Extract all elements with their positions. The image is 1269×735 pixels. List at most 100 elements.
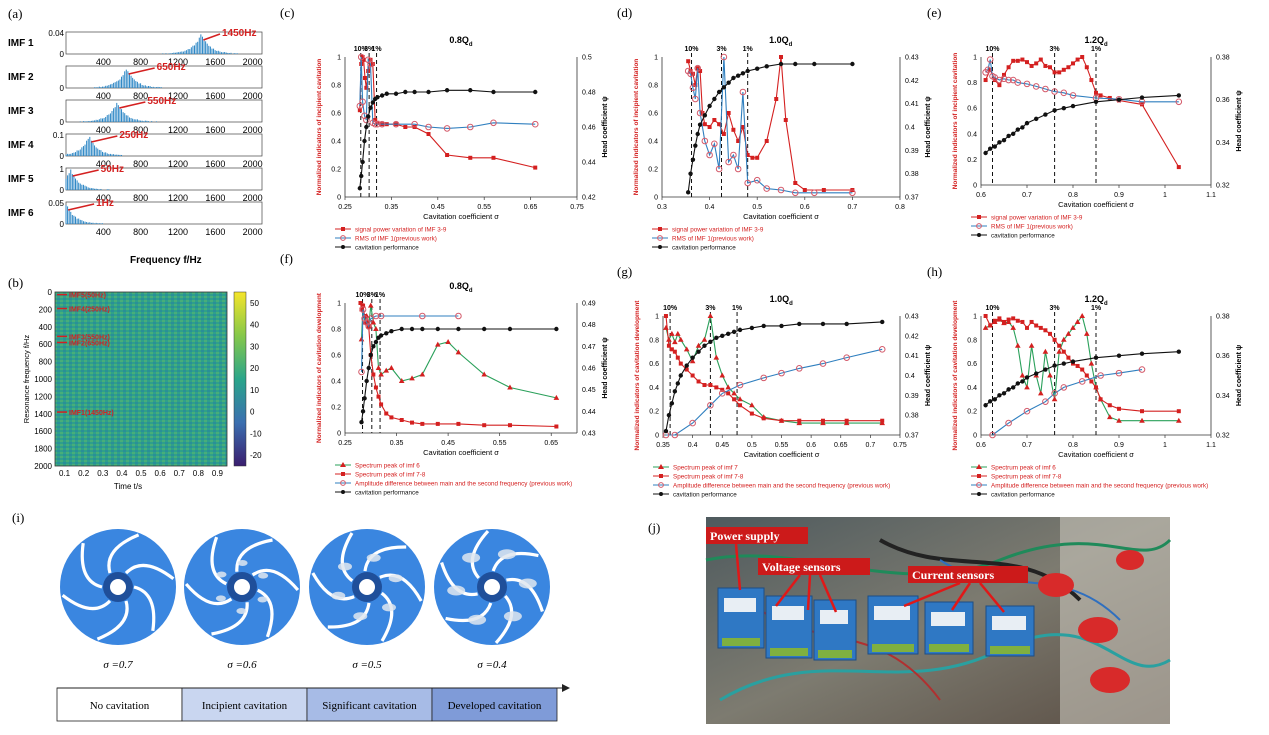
clamp-icon — [1038, 573, 1074, 597]
data-point — [1015, 318, 1020, 323]
data-point — [1000, 75, 1008, 83]
photo-arrow — [818, 574, 838, 613]
chart-xtick-label: 0.8 — [1068, 192, 1078, 199]
chart-xtick-label: 0.8 — [895, 204, 905, 211]
data-point — [820, 418, 825, 423]
chart-y2tick-label: 0.39 — [905, 148, 919, 155]
data-point — [1093, 355, 1099, 360]
chart-xtick-label: 0.6 — [976, 192, 986, 199]
chart-y2tick-label: 0.37 — [905, 433, 919, 440]
data-point — [764, 64, 769, 69]
sensor-sticker — [820, 610, 848, 624]
chart-ytick-label: 0.6 — [967, 361, 977, 368]
chart-ylabel: Normalized indicators of incipient cavit… — [316, 59, 323, 196]
chart-d: (d) 1.0Qd 0.3 0.4 0.5 0.6 0.7 0.8 0 0.2 0.4 0.6 0.8 1… — [617, 5, 932, 252]
chart-ytick-label: 0.4 — [649, 385, 659, 392]
cavity-region — [503, 611, 522, 622]
data-point — [371, 120, 379, 128]
data-point — [481, 371, 487, 377]
data-point — [373, 326, 379, 331]
imf-plot-frame — [65, 133, 263, 157]
chart-xtick-label: 0.6 — [800, 204, 810, 211]
heatmap-ytick-label: 200 — [39, 305, 53, 314]
data-point — [1020, 379, 1025, 384]
data-point — [1015, 127, 1020, 132]
data-point — [726, 80, 731, 85]
imf-xtick-label: 800 — [133, 159, 148, 169]
legend-label: Spectrum peak of imf 6 — [355, 463, 420, 470]
chart-xtick-label: 0.45 — [715, 442, 729, 449]
data-point — [1024, 375, 1030, 380]
chart-ytick-label: 1 — [655, 314, 659, 321]
chart-ytick-label: 0 — [973, 183, 977, 190]
data-point — [1074, 318, 1081, 324]
data-point — [365, 323, 373, 330]
threshold-label: 1% — [1091, 305, 1102, 312]
data-point — [721, 132, 726, 136]
chart-title: 1.0Qd — [769, 35, 793, 48]
sigma-label: σ =0.4 — [477, 659, 507, 671]
chart-y2tick-label: 0.38 — [1216, 314, 1230, 321]
imf-xtick-label: 400 — [96, 57, 111, 67]
data-point — [411, 120, 418, 128]
data-point — [1138, 366, 1146, 373]
data-point — [435, 341, 441, 347]
chart-xtick-label: 0.25 — [338, 204, 352, 211]
chart-xtick-label: 1 — [1163, 442, 1167, 449]
data-point — [1175, 98, 1183, 106]
data-point — [378, 371, 384, 377]
data-point — [361, 315, 368, 322]
data-point — [791, 189, 799, 197]
series-line — [665, 315, 883, 422]
data-point — [1075, 57, 1080, 62]
chart-xtick-label: 0.65 — [544, 440, 558, 447]
legend-label: cavitation performance — [673, 492, 737, 499]
data-point — [1070, 359, 1076, 364]
terminal-block — [990, 646, 1030, 654]
data-point — [1052, 337, 1057, 342]
impeller-blade — [184, 582, 233, 606]
chart-y2label: Head coefficient ψ — [1236, 90, 1243, 151]
impeller-bore — [359, 579, 375, 595]
data-point — [997, 316, 1002, 321]
heatmap-annotation-label: IMF5(50Hz) — [69, 293, 106, 300]
data-point — [677, 336, 684, 342]
data-point — [1005, 76, 1012, 84]
panel-label-j: (j) — [648, 520, 660, 535]
data-point — [988, 399, 993, 404]
data-point — [1011, 385, 1016, 390]
data-point — [359, 173, 364, 179]
data-point — [1029, 63, 1034, 68]
cavity-region — [258, 572, 269, 579]
data-point — [359, 306, 367, 313]
chart-y2tick-label: 0.38 — [1216, 55, 1230, 62]
legend-label: RMS of IMF 1(previous work) — [672, 236, 754, 243]
chart-y2tick-label: 0.37 — [905, 195, 919, 202]
imf-xtick-label: 400 — [96, 193, 111, 203]
imf-peak-arrow — [119, 101, 146, 109]
data-point — [378, 120, 386, 128]
data-point — [367, 302, 374, 308]
data-point — [688, 171, 693, 176]
data-point — [1048, 65, 1052, 70]
chart-ytick-label: 1 — [973, 55, 977, 62]
series-line — [666, 348, 883, 436]
series-line — [359, 89, 536, 189]
chart-xtick-label: 1.1 — [1206, 192, 1216, 199]
data-point — [745, 68, 750, 74]
chart-xtick-label: 0.7 — [866, 442, 876, 449]
data-point — [777, 186, 785, 194]
data-point — [1020, 319, 1025, 324]
data-point — [445, 153, 450, 157]
legend-marker — [341, 472, 345, 476]
data-point — [358, 336, 365, 342]
legend-marker — [340, 480, 346, 486]
legend-label: signal power variation of IMF 3-9 — [355, 227, 447, 234]
series-line — [687, 56, 853, 191]
data-point — [684, 367, 689, 372]
data-point — [734, 165, 742, 173]
data-point — [763, 185, 771, 192]
data-point — [1071, 61, 1075, 66]
data-point — [690, 355, 695, 360]
imf-xtick-label: 1200 — [168, 159, 188, 169]
